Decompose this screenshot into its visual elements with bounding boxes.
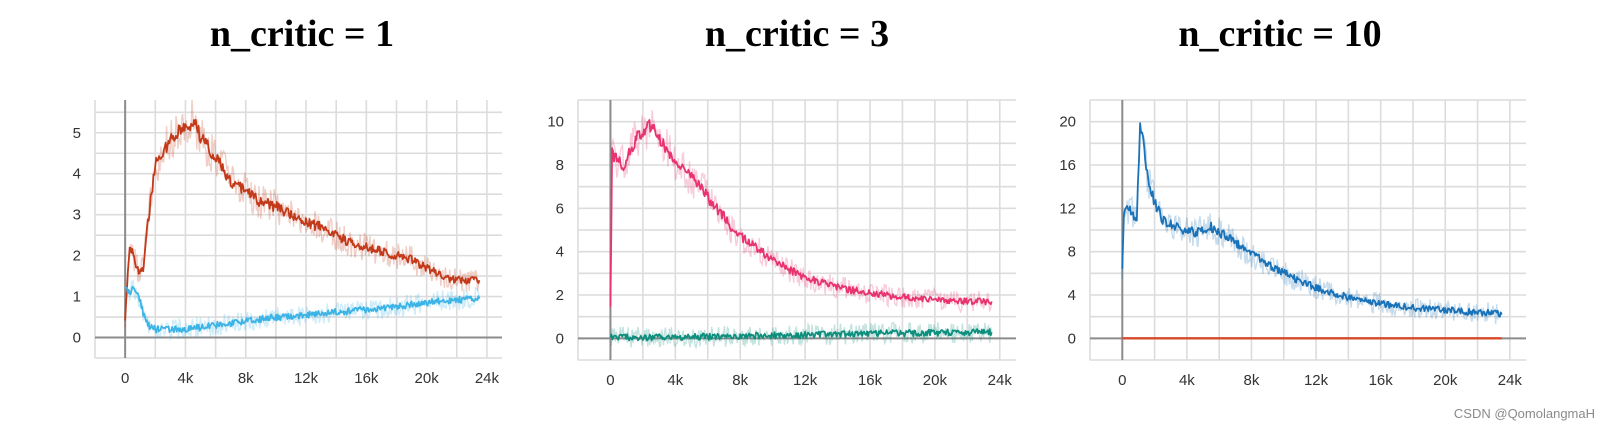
- chart-panel-3: 0 4k 8k 12k 16k 20k 24k 0 4 8 12 16 20: [1059, 99, 1526, 389]
- x-tick-label: 4k: [1179, 372, 1195, 389]
- y-tick-label: 12: [1059, 200, 1076, 217]
- y-tick-label: 6: [556, 200, 564, 217]
- series-1-line: [124, 118, 481, 321]
- plot-area: [124, 100, 481, 342]
- y-tick-label: 2: [556, 287, 564, 304]
- y-tick-label: 2: [73, 248, 81, 265]
- x-tick-label: 16k: [354, 370, 379, 387]
- chart-panel-1: 0 4k 8k 12k 16k 20k 24k 0 1 2 3 4 5: [73, 100, 502, 387]
- x-tick-label: 20k: [1433, 372, 1458, 389]
- grid: [577, 99, 1016, 361]
- y-tick-label: 0: [1068, 330, 1076, 347]
- x-tick-label: 0: [606, 372, 614, 389]
- y-tick-label: 10: [547, 114, 564, 131]
- y-tick-label: 8: [556, 157, 564, 174]
- x-tick-label: 20k: [415, 370, 440, 387]
- x-tick-label: 4k: [178, 370, 194, 387]
- x-tick-label: 4k: [667, 372, 683, 389]
- x-tick-label: 8k: [732, 372, 748, 389]
- y-tick-label: 0: [73, 330, 81, 347]
- plot-area: [1121, 122, 1503, 340]
- x-tick-label: 16k: [858, 372, 883, 389]
- y-tick-label: 0: [556, 330, 564, 347]
- x-tick-label: 8k: [238, 370, 254, 387]
- y-tick-label: 8: [1068, 244, 1076, 261]
- y-tick-label: 4: [556, 244, 564, 261]
- y-tick-label: 4: [1068, 287, 1076, 304]
- series-1-line: [1121, 122, 1503, 318]
- plot-area: [609, 110, 993, 350]
- y-tick-label: 3: [73, 207, 81, 224]
- x-tick-label: 0: [1118, 372, 1126, 389]
- series-1-raw-line: [124, 100, 481, 328]
- x-tick-label: 16k: [1369, 372, 1394, 389]
- y-tick-label: 20: [1059, 114, 1076, 131]
- x-tick-label: 20k: [923, 372, 948, 389]
- y-tick-label: 1: [73, 289, 81, 306]
- grid: [1089, 99, 1526, 361]
- chart-title-2: n_critic = 3: [704, 13, 890, 55]
- x-tick-label: 8k: [1244, 372, 1260, 389]
- x-tick-label: 24k: [475, 370, 500, 387]
- y-tick-label: 5: [73, 125, 81, 142]
- x-tick-label: 24k: [1498, 372, 1523, 389]
- series-1-line: [609, 119, 993, 307]
- series-1-raw-line: [1121, 126, 1503, 325]
- series-2-line: [609, 328, 993, 342]
- x-tick-label: 24k: [988, 372, 1013, 389]
- chart-title-1: n_critic = 1: [209, 13, 395, 55]
- x-tick-label: 0: [121, 370, 129, 387]
- x-tick-label: 12k: [1304, 372, 1329, 389]
- series-2-line: [124, 285, 481, 334]
- series-2-raw-line: [124, 276, 481, 342]
- x-tick-label: 12k: [793, 372, 818, 389]
- watermark: CSDN @QomolangmaH: [1453, 406, 1595, 421]
- chart-panel-2: 0 4k 8k 12k 16k 20k 24k 0 2 4 6 8 10: [547, 99, 1016, 389]
- y-tick-label: 16: [1059, 157, 1076, 174]
- chart-title-3: n_critic = 10: [1178, 13, 1382, 55]
- y-tick-label: 4: [73, 166, 81, 183]
- x-tick-label: 12k: [294, 370, 319, 387]
